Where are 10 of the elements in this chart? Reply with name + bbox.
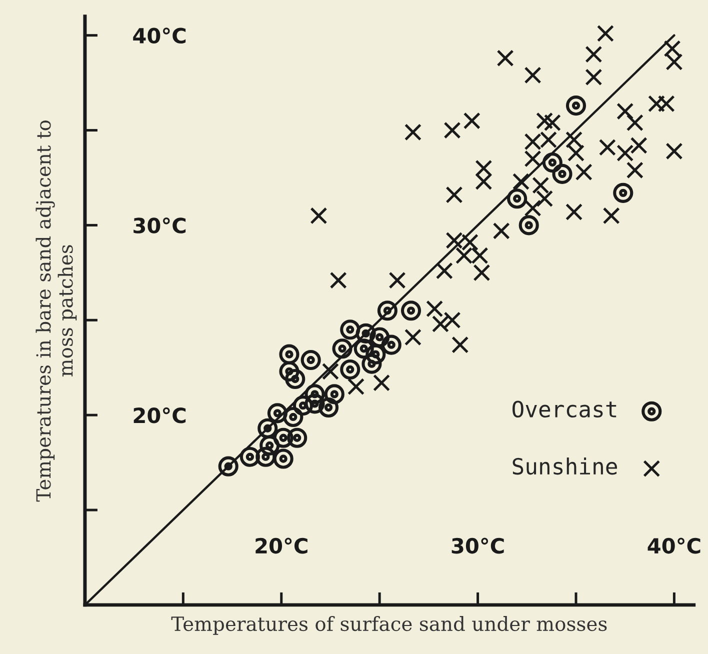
- x-tick-label: 30°C: [452, 538, 504, 554]
- y-axis-title: Temperatures in bare sand adjacent to moss patches: [36, 120, 77, 502]
- x-axis-title: Temperatures of surface sand under mosses: [171, 616, 607, 635]
- legend-label: Sunshine: [512, 457, 617, 475]
- x-tick-label: 20°C: [256, 538, 308, 554]
- y-tick-label: 20°C: [134, 407, 186, 424]
- y-tick-label: 30°C: [134, 218, 186, 234]
- x-tick-label: 40°C: [648, 538, 700, 554]
- y-tick-label: 40°C: [133, 28, 186, 44]
- legend-label: Overcast: [512, 400, 616, 418]
